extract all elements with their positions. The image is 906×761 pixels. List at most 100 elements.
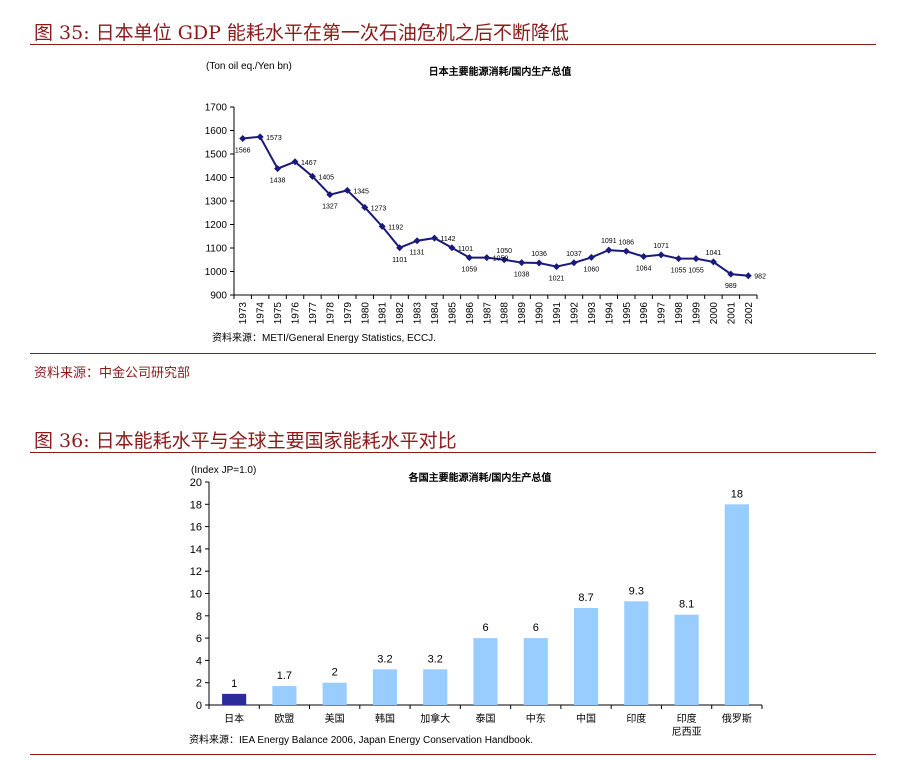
x-tick-label-1985: 1985 bbox=[447, 302, 458, 325]
figure-35-top-rule bbox=[30, 44, 876, 45]
y-tick-label: 1300 bbox=[205, 197, 228, 208]
data-point-1978 bbox=[326, 191, 334, 199]
data-point-1991 bbox=[553, 263, 561, 271]
data-point-1998 bbox=[675, 255, 683, 263]
data-point-1974 bbox=[256, 133, 264, 141]
x-tick-label-1980: 1980 bbox=[360, 302, 371, 325]
data-label-1978: 1327 bbox=[322, 204, 338, 211]
x-tick-label-1990: 1990 bbox=[535, 302, 546, 325]
data-point-1982 bbox=[396, 244, 404, 252]
data-label-1987: 1059 bbox=[493, 256, 509, 263]
x-category-label: 韩国 bbox=[375, 712, 395, 725]
data-label-1997: 1071 bbox=[653, 243, 669, 250]
bar-value-label: 9.3 bbox=[629, 585, 644, 597]
series-line bbox=[242, 135, 749, 277]
bar-value-label: 2 bbox=[332, 667, 338, 679]
x-tick-label-1987: 1987 bbox=[482, 302, 493, 325]
data-point-2000 bbox=[709, 258, 717, 266]
x-tick-label-1976: 1976 bbox=[291, 302, 302, 325]
y-tick-label: 10 bbox=[190, 589, 202, 601]
bar-value-label: 1 bbox=[231, 678, 237, 690]
x-category-label: 中国 bbox=[576, 712, 596, 725]
y-tick-label: 20 bbox=[190, 477, 202, 489]
data-point-1976 bbox=[291, 158, 299, 166]
y-tick-label: 16 bbox=[190, 522, 202, 534]
figure-35-bottom-rule bbox=[30, 353, 876, 354]
bar-8 bbox=[624, 601, 649, 705]
x-category-label: 美国 bbox=[325, 712, 345, 725]
x-tick-label-1974: 1974 bbox=[256, 302, 267, 325]
data-label-2000: 1041 bbox=[706, 250, 722, 257]
x-tick-label-1978: 1978 bbox=[325, 302, 336, 325]
y-tick-label: 12 bbox=[190, 566, 202, 578]
data-point-1988 bbox=[500, 256, 508, 264]
data-label-1994: 1091 bbox=[601, 238, 617, 245]
bar-value-label: 18 bbox=[731, 488, 743, 500]
y-tick-label: 900 bbox=[210, 291, 227, 302]
data-point-1973 bbox=[239, 134, 247, 142]
data-label-1996: 1064 bbox=[636, 265, 652, 272]
x-tick-label-2002: 2002 bbox=[744, 302, 755, 325]
bar-3 bbox=[372, 669, 398, 705]
data-label-1999: 1055 bbox=[688, 268, 704, 275]
bar-6 bbox=[523, 638, 548, 705]
data-label-1977: 1405 bbox=[318, 174, 334, 181]
figure-35-title: 图 35: 日本单位 GDP 能耗水平在第一次石油危机之后不断降低 bbox=[34, 22, 569, 44]
x-tick-label-1995: 1995 bbox=[622, 302, 633, 325]
data-label-1995: 1086 bbox=[618, 239, 634, 246]
data-point-1979 bbox=[343, 186, 351, 194]
data-label-1992: 1037 bbox=[566, 251, 582, 258]
y-tick-label: 1600 bbox=[205, 126, 228, 137]
data-point-1996 bbox=[640, 252, 648, 260]
data-point-1980 bbox=[361, 203, 369, 211]
x-tick-label-1991: 1991 bbox=[552, 302, 563, 325]
data-point-1985 bbox=[448, 244, 456, 252]
data-point-1977 bbox=[308, 172, 316, 180]
x-tick-label-1979: 1979 bbox=[343, 302, 354, 325]
bar-value-label: 3.2 bbox=[428, 653, 443, 665]
y-tick-label: 1100 bbox=[205, 244, 227, 255]
data-point-1990 bbox=[535, 259, 543, 267]
figure-35-source-note: 资料来源：中金公司研究部 bbox=[34, 366, 191, 381]
data-label-1976: 1467 bbox=[301, 160, 317, 167]
figure-36-bottom-rule bbox=[30, 754, 876, 755]
data-label-1986: 1059 bbox=[462, 267, 478, 274]
bar-value-label: 8.1 bbox=[679, 599, 694, 611]
x-category-label: 俄罗斯 bbox=[722, 712, 752, 725]
y-tick-label: 8 bbox=[196, 611, 202, 623]
y-tick-label: 2 bbox=[196, 678, 202, 690]
y-axis-label: (Index JP=1.0) bbox=[191, 465, 256, 476]
x-tick-label-1988: 1988 bbox=[500, 302, 511, 325]
x-tick-label-1992: 1992 bbox=[569, 302, 580, 325]
x-category-label: 欧盟 bbox=[274, 713, 294, 725]
x-category-label: 中东 bbox=[526, 712, 546, 725]
y-tick-label: 1000 bbox=[205, 267, 228, 278]
data-point-1992 bbox=[570, 259, 578, 267]
data-point-2002 bbox=[744, 272, 752, 280]
data-point-1986 bbox=[465, 254, 473, 262]
data-label-1984: 1142 bbox=[440, 236, 455, 243]
data-label-2001: 989 bbox=[725, 283, 737, 290]
data-point-1994 bbox=[605, 246, 613, 254]
x-tick-label-2000: 2000 bbox=[709, 302, 720, 325]
y-tick-label: 1500 bbox=[205, 150, 228, 161]
bar-10 bbox=[724, 504, 749, 705]
y-tick-label: 0 bbox=[196, 700, 202, 712]
data-label-1993: 1060 bbox=[584, 266, 600, 273]
data-point-1983 bbox=[413, 237, 421, 245]
bar-value-label: 3.2 bbox=[377, 653, 392, 665]
data-label-1974: 1573 bbox=[266, 135, 282, 142]
data-point-1999 bbox=[692, 255, 700, 263]
x-tick-label-1998: 1998 bbox=[674, 302, 685, 325]
data-label-1980: 1273 bbox=[371, 205, 387, 212]
x-tick-label-1993: 1993 bbox=[587, 302, 598, 325]
y-tick-label: 1700 bbox=[205, 103, 228, 114]
x-category-label: 日本 bbox=[224, 712, 244, 725]
bar-value-label: 8.7 bbox=[578, 592, 593, 604]
data-label-1981: 1192 bbox=[388, 224, 403, 231]
y-tick-label: 18 bbox=[190, 499, 202, 511]
data-label-1988: 1050 bbox=[496, 248, 512, 255]
y-axis-label: (Ton oil eq./Yen bn) bbox=[206, 61, 292, 72]
x-tick-label-1994: 1994 bbox=[604, 302, 615, 325]
data-label-1973: 1566 bbox=[235, 147, 251, 154]
